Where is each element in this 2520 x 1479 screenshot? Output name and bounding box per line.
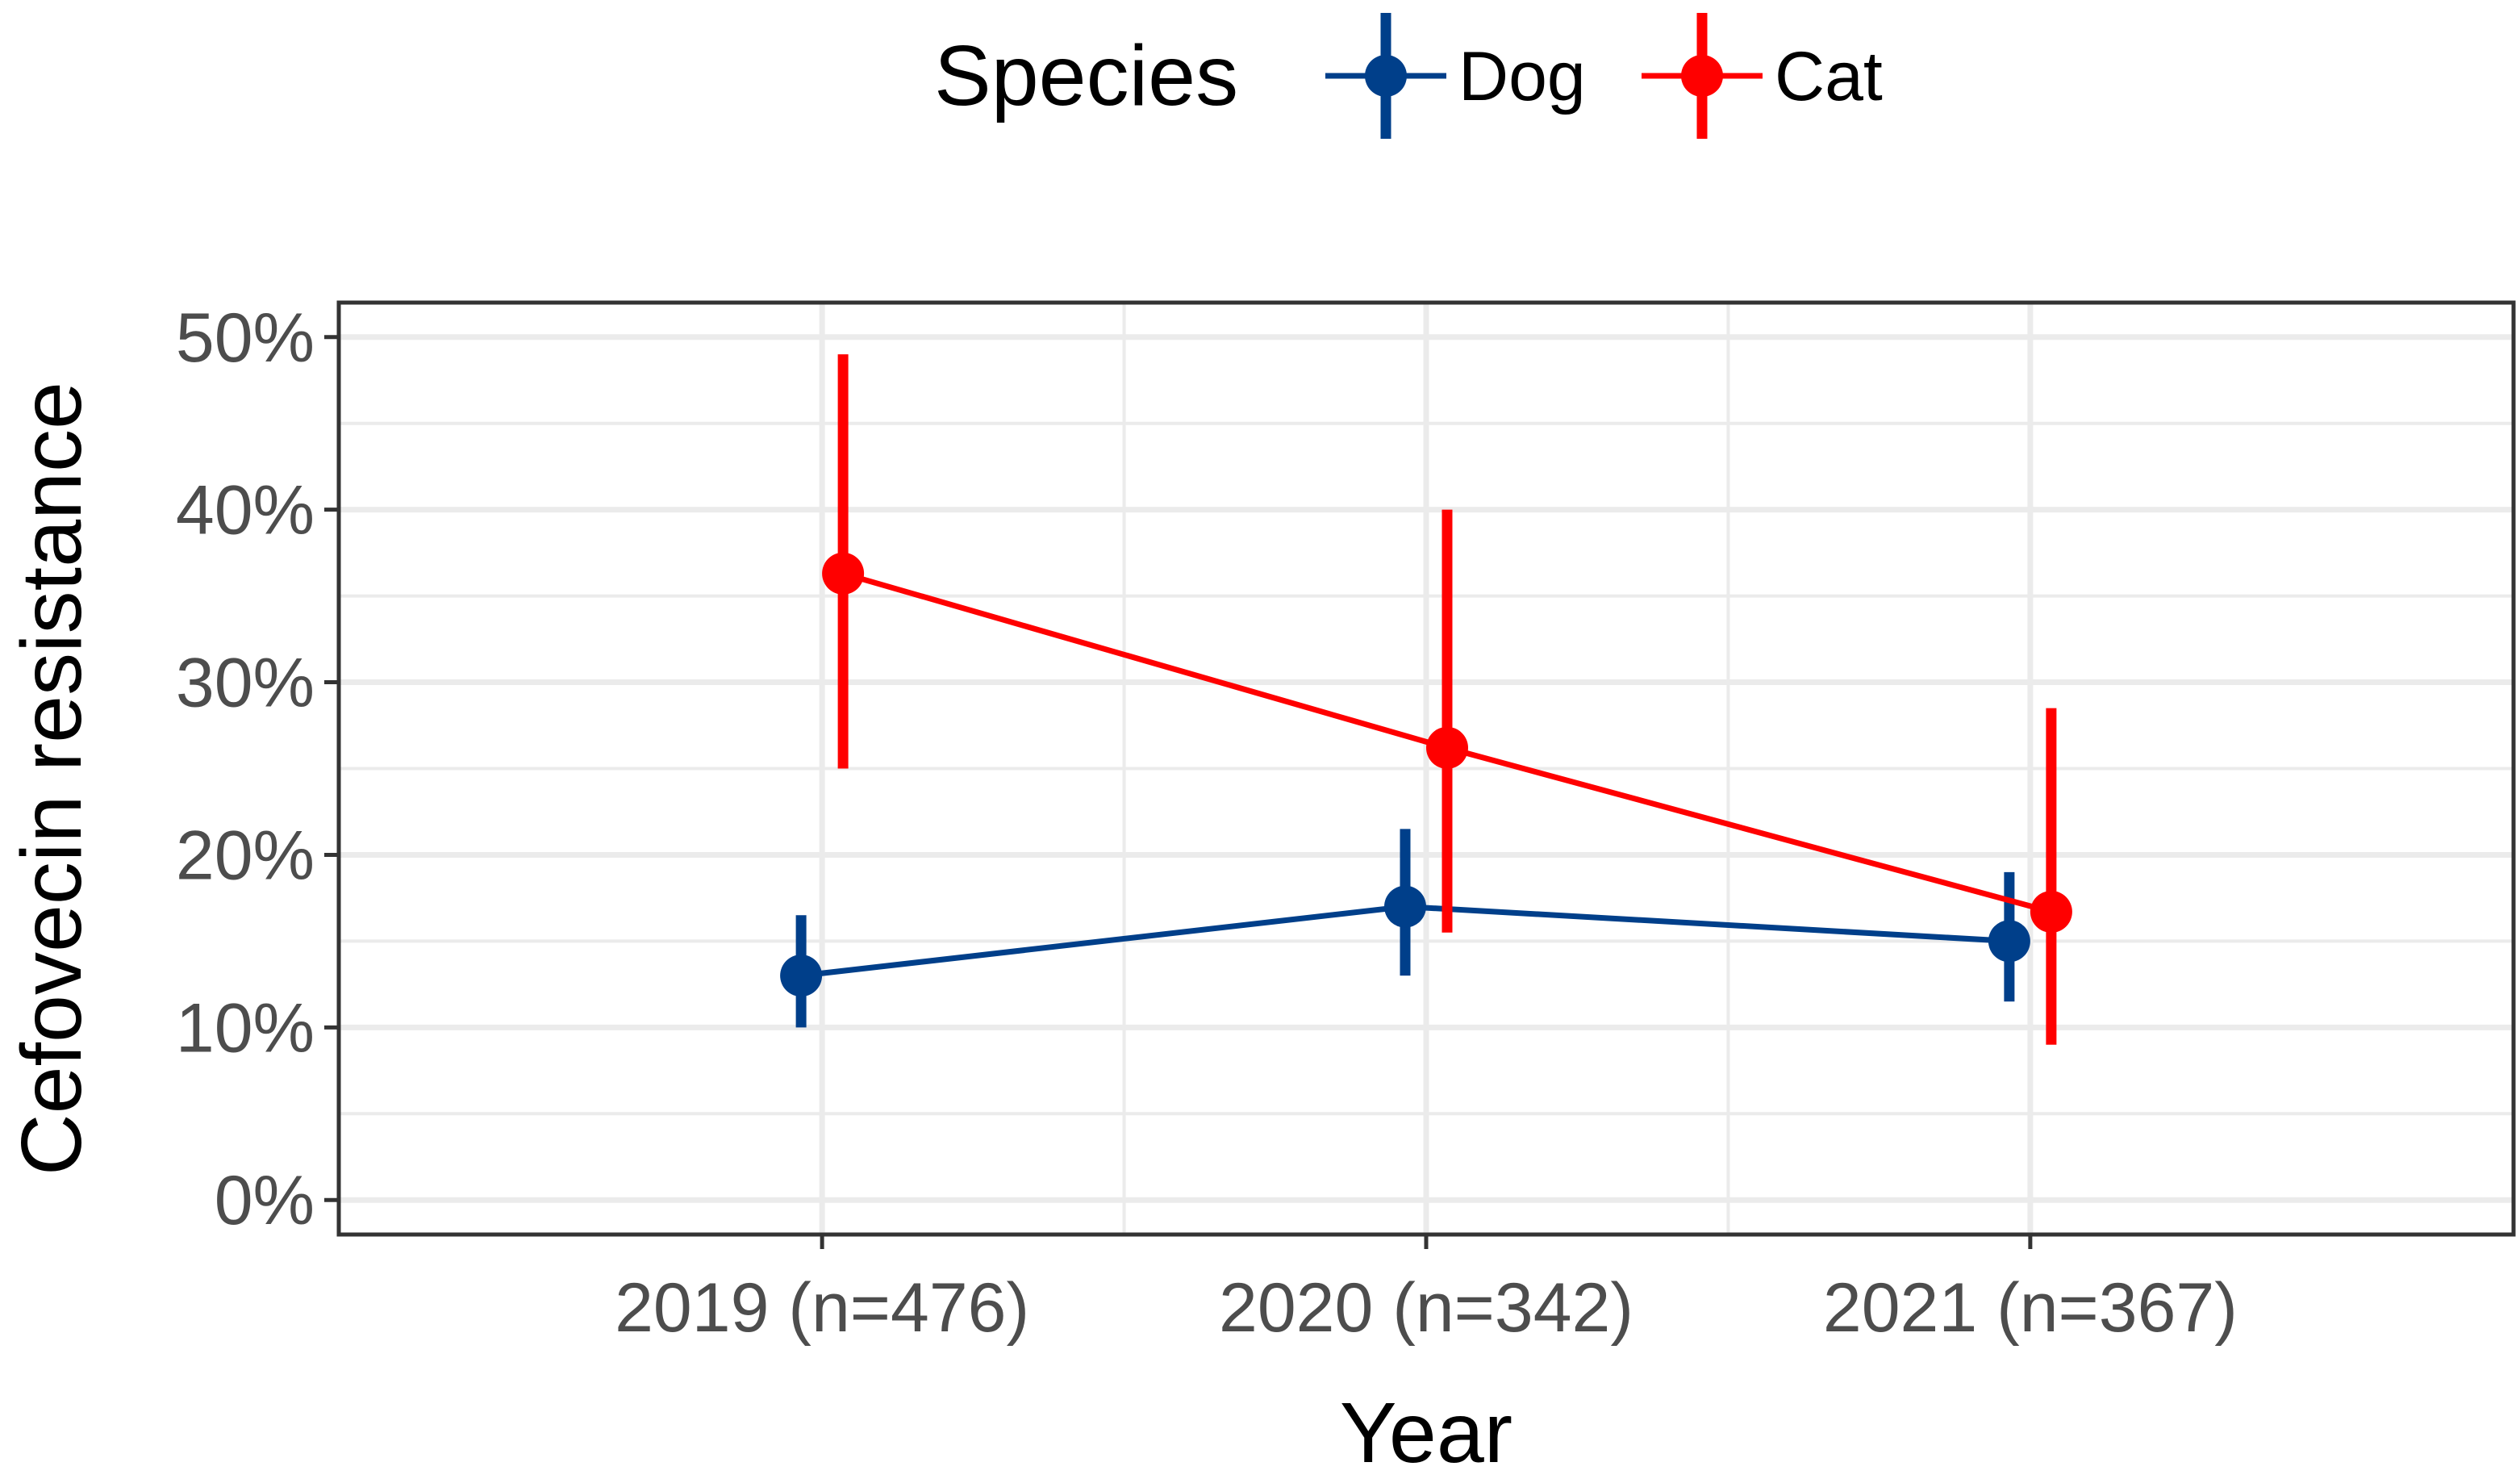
data-point-cat xyxy=(2030,891,2072,934)
data-point-dog xyxy=(1384,885,1426,928)
data-point-cat xyxy=(1426,726,1468,769)
y-tick-label: 30% xyxy=(176,645,315,722)
axes: 0% 10% 20% 30% 40% 50% 2019 (n=476) 2020 (n=342… xyxy=(176,299,2238,1347)
legend-key-dog xyxy=(1325,13,1446,139)
data-point-dog xyxy=(1988,920,2030,963)
y-tick-label: 10% xyxy=(176,989,315,1067)
x-axis-title: Year xyxy=(1340,1385,1512,1479)
y-tick-label: 40% xyxy=(176,472,315,549)
y-tick-label: 0% xyxy=(215,1162,315,1239)
legend: Species Dog Cat xyxy=(934,13,1883,139)
legend-key-point xyxy=(1365,55,1407,97)
legend-key-cat xyxy=(1642,13,1763,139)
legend-label-cat: Cat xyxy=(1775,38,1883,115)
y-tick-label: 20% xyxy=(176,817,315,894)
x-tick-label: 2020 (n=342) xyxy=(1219,1269,1633,1347)
data-point-cat xyxy=(822,552,865,595)
legend-label-dog: Dog xyxy=(1458,38,1586,115)
y-tick-label: 50% xyxy=(176,299,315,377)
legend-title: Species xyxy=(934,28,1238,123)
x-tick-label: 2021 (n=367) xyxy=(1823,1269,2238,1347)
series-layer xyxy=(780,354,2072,1045)
legend-key-point xyxy=(1681,55,1723,97)
x-tick-label: 2019 (n=476) xyxy=(615,1269,1029,1347)
y-axis-title: Cefovecin resistance xyxy=(4,382,99,1176)
data-point-dog xyxy=(780,955,823,997)
grid xyxy=(339,303,2514,1235)
